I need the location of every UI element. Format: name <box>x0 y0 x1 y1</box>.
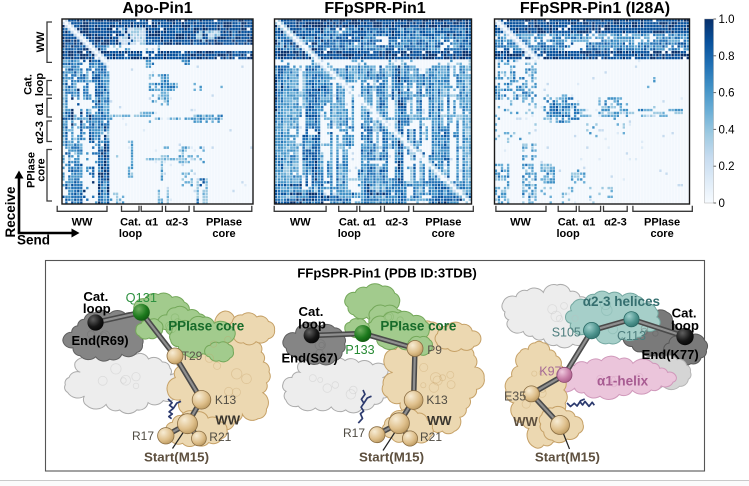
svg-text:α1: α1 <box>363 216 376 228</box>
svg-text:S105: S105 <box>552 326 581 340</box>
svg-text:α1-helix: α1-helix <box>597 374 649 389</box>
svg-text:loop: loop <box>34 73 46 96</box>
svg-text:loop: loop <box>556 228 579 240</box>
svg-text:R17: R17 <box>132 429 154 443</box>
svg-text:WW: WW <box>510 216 531 228</box>
svg-text:FFpSPR-Pin1: FFpSPR-Pin1 <box>324 0 425 17</box>
svg-text:WW: WW <box>290 216 311 228</box>
svg-text:Send: Send <box>17 233 50 248</box>
svg-text:PPIase: PPIase <box>425 216 461 228</box>
svg-text:α1: α1 <box>34 103 46 116</box>
svg-text:Cat.: Cat. <box>299 304 324 319</box>
svg-text:core: core <box>35 158 47 181</box>
svg-text:Q131: Q131 <box>126 290 157 305</box>
svg-text:WW: WW <box>35 31 47 52</box>
svg-text:Start(M15): Start(M15) <box>359 450 424 465</box>
svg-text:core: core <box>212 228 235 240</box>
svg-text:α2-3: α2-3 <box>165 216 188 228</box>
svg-text:loop: loop <box>83 301 111 316</box>
svg-text:R21: R21 <box>420 430 442 444</box>
svg-text:K97: K97 <box>539 365 561 379</box>
svg-text:Start(M15): Start(M15) <box>144 450 209 465</box>
svg-text:End(S67): End(S67) <box>282 351 338 366</box>
svg-text:α1: α1 <box>583 216 596 228</box>
svg-text:PPIase: PPIase <box>206 216 242 228</box>
svg-text:loop: loop <box>338 228 361 240</box>
svg-text:Cat.: Cat. <box>120 216 141 228</box>
svg-text:loop: loop <box>298 317 326 332</box>
svg-text:R21: R21 <box>209 430 231 444</box>
svg-text:α2-3: α2-3 <box>34 121 46 144</box>
svg-text:Cat.: Cat. <box>23 74 35 95</box>
svg-text:FFpSPR-Pin1 (I28A): FFpSPR-Pin1 (I28A) <box>520 0 670 17</box>
svg-text:R17: R17 <box>343 426 365 440</box>
svg-text:PPIase: PPIase <box>25 152 37 188</box>
svg-text:loop: loop <box>671 318 699 333</box>
svg-text:α2-3: α2-3 <box>604 216 627 228</box>
svg-text:WW: WW <box>72 216 93 228</box>
svg-text:core: core <box>432 228 455 240</box>
svg-text:WW: WW <box>513 414 538 429</box>
svg-text:WW: WW <box>427 413 452 428</box>
svg-text:Receive: Receive <box>3 186 18 238</box>
svg-text:loop: loop <box>119 228 142 240</box>
svg-text:PPIase: PPIase <box>644 216 680 228</box>
svg-text:K13: K13 <box>426 393 448 407</box>
svg-text:P133: P133 <box>345 343 374 357</box>
svg-text:WW: WW <box>215 412 240 427</box>
svg-text:α1: α1 <box>145 216 158 228</box>
svg-text:End(K77): End(K77) <box>642 347 699 362</box>
svg-text:P9: P9 <box>427 343 442 357</box>
svg-text:α2-3 helices: α2-3 helices <box>583 294 660 309</box>
svg-text:0.6: 0.6 <box>719 88 735 100</box>
svg-text:0.8: 0.8 <box>719 51 735 63</box>
svg-text:Apo-Pin1: Apo-Pin1 <box>122 0 192 17</box>
svg-text:PPIase core: PPIase core <box>380 319 456 334</box>
svg-text:C113: C113 <box>617 329 646 343</box>
svg-text:0.2: 0.2 <box>719 161 735 173</box>
svg-text:Cat.: Cat. <box>558 216 579 228</box>
svg-text:1.0: 1.0 <box>719 14 735 26</box>
svg-text:K13: K13 <box>215 393 237 407</box>
svg-text:Start(M15): Start(M15) <box>535 450 600 465</box>
svg-text:0: 0 <box>719 198 725 210</box>
svg-text:E35: E35 <box>504 389 526 403</box>
svg-text:End(R69): End(R69) <box>71 333 128 348</box>
svg-text:FFpSPR-Pin1 (PDB ID:3TDB): FFpSPR-Pin1 (PDB ID:3TDB) <box>297 266 477 281</box>
svg-text:PPIase core: PPIase core <box>168 319 244 334</box>
svg-text:Cat.: Cat. <box>672 306 697 321</box>
svg-text:T29: T29 <box>182 349 203 363</box>
svg-text:Cat.: Cat. <box>339 216 360 228</box>
svg-text:Cat.: Cat. <box>83 289 108 304</box>
svg-text:α2-3: α2-3 <box>385 216 408 228</box>
svg-text:core: core <box>650 228 673 240</box>
svg-text:0.4: 0.4 <box>719 124 736 136</box>
